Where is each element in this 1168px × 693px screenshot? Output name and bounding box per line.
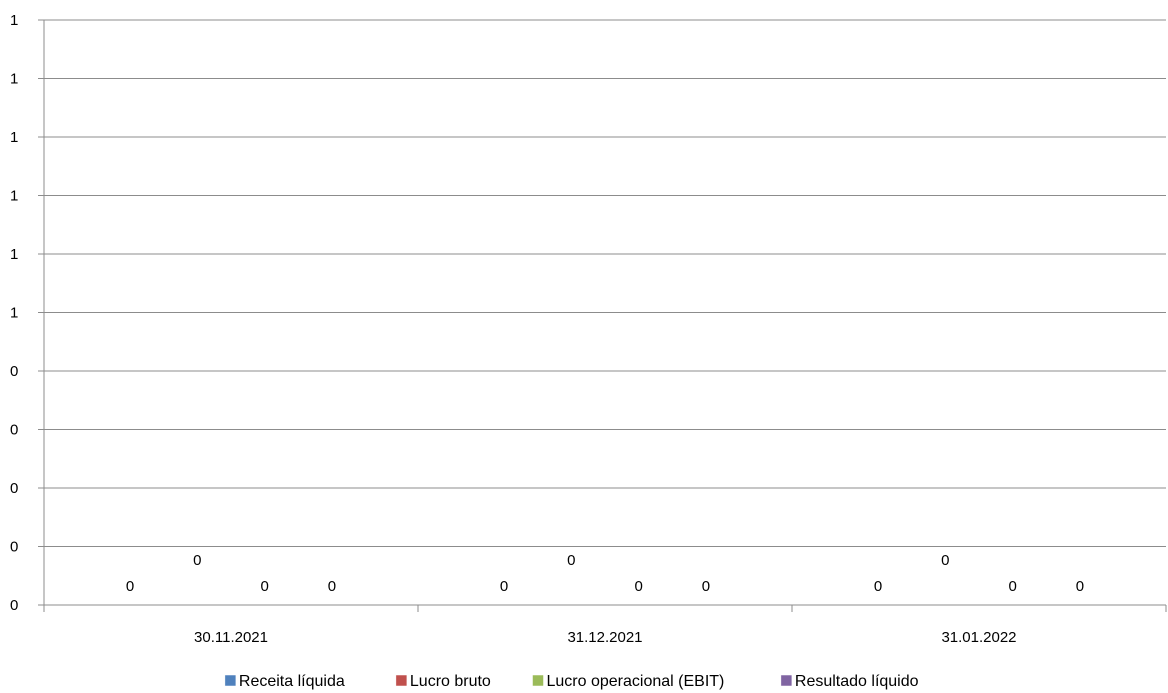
data-label: 0 xyxy=(634,578,642,595)
gridlines xyxy=(44,19,1166,547)
data-label: 0 xyxy=(941,552,949,569)
y-tick-label: 0 xyxy=(10,597,18,614)
y-tick-label: 0 xyxy=(10,363,18,380)
legend: Receita líquida Lucro bruto Lucro operacio… xyxy=(224,673,919,690)
data-label: 0 xyxy=(126,578,134,595)
data-label: 0 xyxy=(1008,578,1016,595)
x-category-label: 31.12.2021 xyxy=(567,629,642,646)
x-category-label: 30.11.2021 xyxy=(194,629,268,646)
legend-swatch xyxy=(780,674,793,687)
legend-label: Receita líquida xyxy=(239,673,345,690)
legend-item: Receita líquida xyxy=(224,673,345,690)
legend-swatch xyxy=(532,674,544,687)
axes xyxy=(38,19,1167,612)
legend-label: Lucro bruto xyxy=(410,673,491,690)
data-label: 0 xyxy=(500,578,508,595)
legend-item: Lucro bruto xyxy=(395,673,491,690)
y-tick-label: 1 xyxy=(10,188,18,205)
y-tick-label: 1 xyxy=(10,12,18,29)
y-tick-label: 0 xyxy=(10,422,18,439)
y-tick-label: 1 xyxy=(10,246,18,263)
data-label: 0 xyxy=(567,552,575,569)
y-tick-label: 0 xyxy=(10,539,18,556)
x-category-label: 31.01.2022 xyxy=(941,629,1016,646)
y-tick-label: 0 xyxy=(10,480,18,497)
legend-swatch xyxy=(224,674,237,687)
legend-swatch xyxy=(395,674,408,687)
y-tick-label: 1 xyxy=(10,71,18,88)
data-label: 0 xyxy=(260,578,268,595)
data-label: 0 xyxy=(1076,578,1084,595)
data-labels: 0 0 0 0 0 0 0 0 0 0 0 0 xyxy=(126,552,1084,595)
legend-label: Lucro operacional (EBIT) xyxy=(547,673,725,690)
data-label: 0 xyxy=(328,578,336,595)
y-tick-label: 1 xyxy=(10,129,18,146)
x-axis-category-labels: 30.11.2021 31.12.2021 31.01.2022 xyxy=(194,629,1017,646)
data-label: 0 xyxy=(702,578,710,595)
data-label: 0 xyxy=(193,552,201,569)
y-axis-tick-labels: 0 0 0 0 0 1 1 1 1 1 1 xyxy=(10,12,18,614)
data-label: 0 xyxy=(874,578,882,595)
y-tick-label: 1 xyxy=(10,305,18,322)
legend-item: Resultado líquido xyxy=(780,673,919,690)
legend-item: Lucro operacional (EBIT) xyxy=(532,673,725,690)
legend-label: Resultado líquido xyxy=(795,673,919,690)
